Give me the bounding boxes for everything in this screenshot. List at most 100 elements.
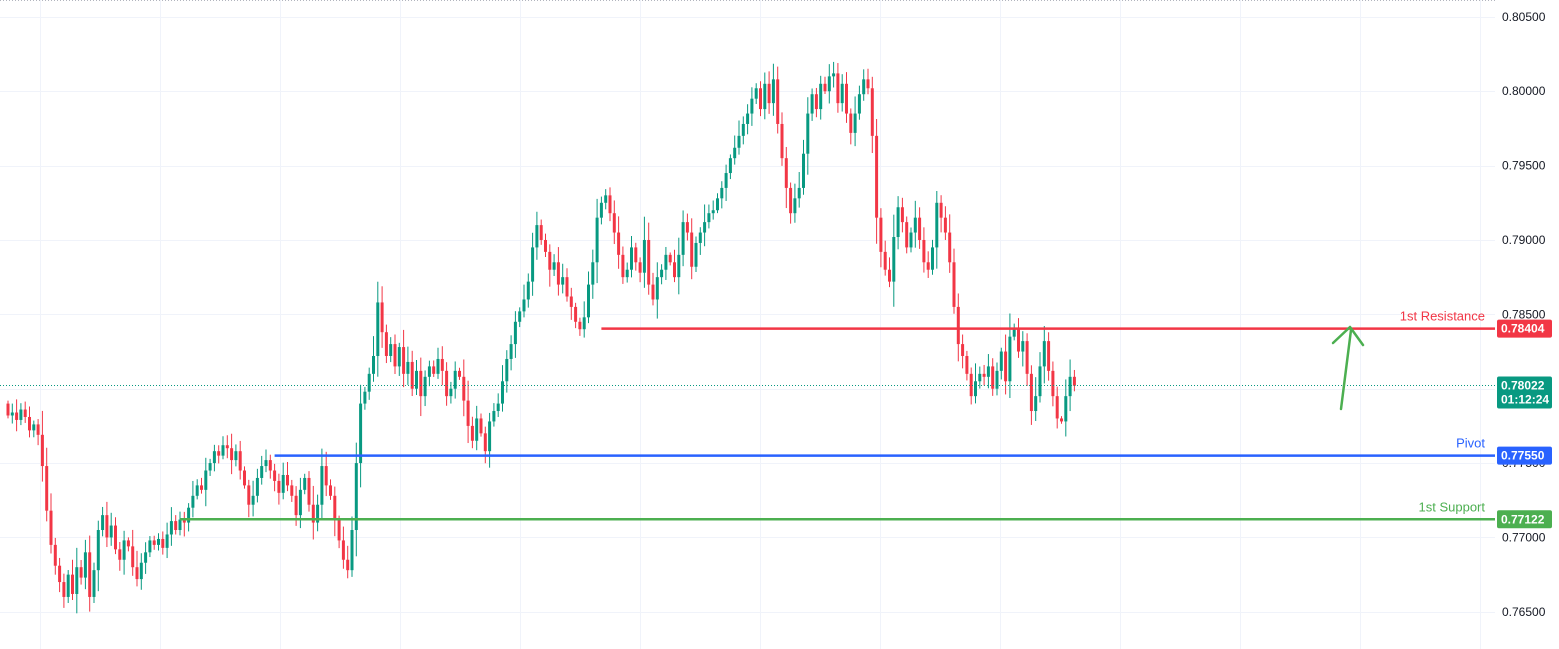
- candle-body: [776, 79, 780, 124]
- candle: [303, 473, 307, 495]
- candle: [376, 281, 380, 377]
- candle-body: [380, 302, 384, 333]
- current-price-badge-text: 01:12:24: [1501, 392, 1549, 406]
- candle-body: [771, 79, 775, 104]
- candle: [1042, 326, 1046, 384]
- candle: [974, 363, 977, 404]
- candle: [243, 466, 246, 489]
- candle-body: [513, 321, 517, 345]
- candle: [720, 181, 724, 209]
- candle-body: [604, 195, 608, 203]
- candle-body: [337, 519, 341, 541]
- candle: [582, 301, 586, 338]
- candle: [892, 214, 896, 307]
- candle-body: [539, 225, 543, 240]
- candle-body: [866, 79, 870, 89]
- candle-body: [217, 451, 221, 456]
- candle: [668, 252, 672, 266]
- candle-body: [647, 239, 651, 285]
- candle: [1034, 377, 1038, 421]
- candle-body: [122, 540, 126, 560]
- candle: [703, 204, 707, 247]
- candle-body: [819, 83, 823, 110]
- candle-body: [716, 198, 719, 211]
- candle-body: [1034, 396, 1038, 412]
- candle-body: [320, 466, 324, 505]
- price-axis[interactable]: 0.765000.770000.775000.780000.785000.790…: [1497, 10, 1552, 619]
- candle-body: [28, 416, 31, 431]
- candle: [789, 182, 793, 224]
- candle-body: [827, 76, 831, 92]
- candle: [329, 479, 332, 500]
- candle: [806, 97, 810, 175]
- candle: [845, 72, 848, 123]
- candle-body: [40, 434, 44, 467]
- candle-body: [634, 247, 638, 263]
- candle: [114, 517, 117, 555]
- candle: [926, 251, 930, 278]
- candle-body: [823, 83, 827, 92]
- candle-body: [462, 376, 466, 401]
- candle-body: [316, 504, 320, 523]
- candle-body: [58, 565, 62, 583]
- candle-body: [281, 474, 285, 493]
- candle: [217, 445, 221, 464]
- candle-body: [402, 347, 406, 374]
- candle-body: [763, 83, 767, 110]
- candle-body: [694, 242, 698, 267]
- candle: [677, 237, 681, 295]
- candle-body: [83, 552, 87, 578]
- candle-body: [19, 409, 23, 420]
- candle: [453, 361, 457, 399]
- candle-body: [531, 247, 535, 282]
- candle: [49, 493, 53, 554]
- pivot-price-badge: 0.77550: [1497, 446, 1552, 465]
- candle-body: [879, 217, 883, 252]
- candle: [101, 506, 105, 537]
- candle: [169, 507, 173, 546]
- candle: [621, 246, 625, 284]
- candle: [638, 257, 642, 283]
- candle-body: [896, 207, 900, 238]
- candle-body: [526, 281, 530, 300]
- candle-body: [341, 540, 345, 560]
- candle: [367, 367, 371, 400]
- candle-body: [307, 477, 311, 505]
- candle: [698, 227, 702, 255]
- candle: [746, 104, 750, 135]
- candle-body: [212, 451, 216, 464]
- candle: [10, 403, 14, 424]
- candle-body: [952, 262, 956, 307]
- arrow-head: [1331, 325, 1365, 347]
- candle-body: [587, 284, 590, 318]
- candle-body: [182, 519, 186, 523]
- candle-body: [118, 549, 122, 560]
- candle: [862, 69, 866, 101]
- candle: [380, 286, 384, 348]
- candle-body: [642, 239, 646, 273]
- candle: [608, 187, 612, 222]
- candle-body: [509, 344, 513, 359]
- candle-body: [913, 217, 917, 233]
- 1st-resistance-price-badge: 0.78404: [1497, 319, 1552, 338]
- candle-body: [169, 521, 173, 535]
- candle: [152, 535, 156, 550]
- candle-body: [372, 355, 375, 374]
- candle-body: [1055, 396, 1059, 419]
- candle-body: [836, 73, 840, 104]
- candle: [40, 410, 44, 482]
- candle-body: [1017, 329, 1020, 352]
- candle-body: [1008, 336, 1012, 382]
- candle-body: [612, 213, 616, 233]
- candle-body: [466, 400, 470, 426]
- candle-body: [79, 567, 83, 578]
- candle-body: [909, 232, 913, 248]
- candle-body: [1072, 376, 1076, 386]
- candle-body: [905, 222, 909, 248]
- candle: [187, 503, 191, 532]
- candle-body: [152, 540, 156, 545]
- candle: [144, 542, 148, 574]
- candle: [436, 347, 440, 379]
- candle-body: [638, 262, 642, 273]
